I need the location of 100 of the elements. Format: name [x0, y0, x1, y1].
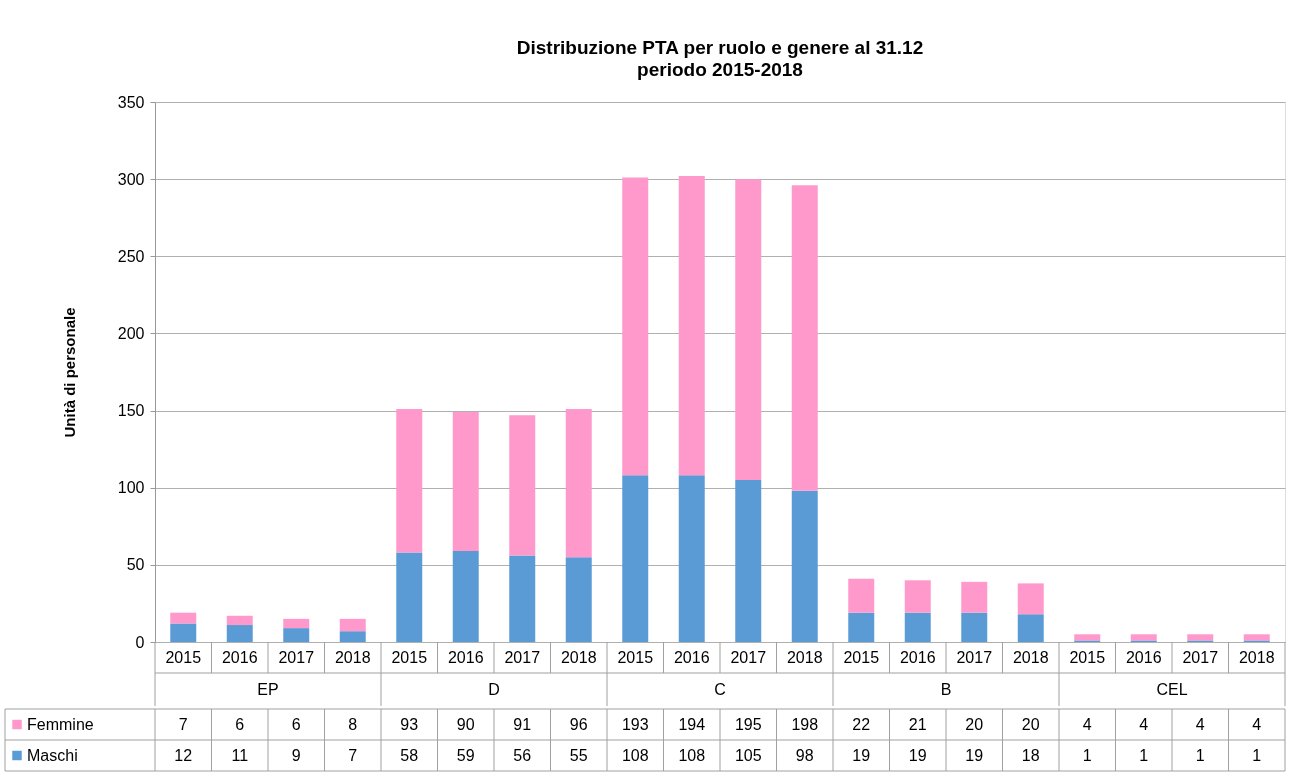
bar: [735, 480, 762, 642]
text: C: [714, 681, 726, 698]
y-tick-label: 250: [117, 247, 145, 265]
y-tick-label: 0: [135, 633, 145, 651]
bar: [283, 628, 310, 642]
y-tick-label: 200: [117, 324, 145, 342]
x-tick-label: 2017: [278, 649, 315, 666]
data-label: 7: [348, 746, 358, 764]
data-label: 1: [1252, 746, 1262, 764]
y-tick-label: 300: [117, 170, 145, 188]
bar: [339, 631, 366, 642]
x-tick-label: 2018: [560, 649, 597, 666]
bar: [226, 615, 253, 626]
x-tick-label: 2015: [391, 649, 428, 666]
data-label: 20: [1021, 715, 1040, 733]
text: EP: [257, 681, 279, 698]
bar: [1187, 634, 1214, 641]
data-label: 93: [400, 715, 419, 733]
x-tick-label: 2017: [1182, 649, 1219, 666]
data-label: 194: [678, 715, 706, 733]
data-label: 108: [678, 746, 706, 764]
y-axis-title: Unità di personale: [60, 307, 78, 438]
data-label: 20: [965, 715, 984, 733]
data-label: 4: [1082, 715, 1092, 733]
bar: [170, 623, 197, 642]
bar: [565, 409, 592, 558]
x-tick-label: 2016: [1125, 649, 1162, 666]
data-label: 4: [1252, 715, 1262, 733]
x-tick-label: 2018: [1238, 649, 1275, 666]
bar: [904, 612, 931, 642]
x-tick-label: 2017: [956, 649, 993, 666]
chart-title: Distribuzione PTA per ruolo e genere al 31.12: [516, 37, 924, 58]
bar: [339, 618, 366, 632]
data-label: 19: [852, 746, 871, 764]
data-label: 6: [291, 715, 301, 733]
bar: [509, 555, 536, 642]
x-tick-label: 2016: [447, 649, 484, 666]
bar: [1130, 634, 1157, 641]
bar: [622, 475, 649, 642]
bar: [396, 552, 423, 642]
data-label: 108: [621, 746, 649, 764]
y-tick-label: 100: [117, 479, 145, 497]
data-label: 6: [235, 715, 245, 733]
bar: [170, 612, 197, 624]
data-label: 4: [1195, 715, 1205, 733]
bar: [904, 580, 931, 613]
x-tick-label: 2016: [673, 649, 710, 666]
x-tick-label: 2015: [165, 649, 202, 666]
y-tick-label: 50: [126, 556, 145, 574]
bar: [1243, 634, 1270, 641]
x-tick-label: 2016: [899, 649, 936, 666]
data-label: 4: [1139, 715, 1149, 733]
data-label: 11: [231, 746, 249, 764]
bar: [735, 179, 762, 480]
data-label: 193: [621, 715, 649, 733]
data-label: 9: [291, 746, 301, 764]
bar: [848, 612, 875, 642]
data-label: 8: [348, 715, 358, 733]
data-label: 22: [852, 715, 871, 733]
data-label: 198: [791, 715, 819, 733]
data-label: 59: [456, 746, 475, 764]
bar: [791, 185, 818, 491]
data-label: 1: [1195, 746, 1205, 764]
x-tick-label: 2016: [221, 649, 258, 666]
data-label: 105: [734, 746, 762, 764]
bar: [509, 415, 536, 556]
data-label: 12: [174, 746, 193, 764]
data-label: 58: [400, 746, 419, 764]
text: D: [488, 681, 500, 698]
bar: [565, 557, 592, 642]
bar: [622, 177, 649, 476]
data-label: 18: [1021, 746, 1040, 764]
x-tick-label: 2015: [843, 649, 880, 666]
x-tick-label: 2018: [334, 649, 371, 666]
x-tick-label: 2017: [730, 649, 767, 666]
bar: [1017, 614, 1044, 642]
bar: [226, 625, 253, 642]
x-tick-label: 2018: [786, 649, 823, 666]
data-label: 56: [513, 746, 532, 764]
text: CEL: [1156, 681, 1188, 698]
data-label: 21: [908, 715, 927, 733]
x-tick-label: 2015: [1069, 649, 1106, 666]
bar: [678, 475, 705, 642]
bar: [848, 578, 875, 613]
legend-label: Femmine: [27, 715, 94, 733]
legend-label: Maschi: [27, 746, 78, 764]
bar: [961, 581, 988, 613]
data-label: 19: [965, 746, 984, 764]
data-label: 1: [1082, 746, 1092, 764]
bar: [283, 618, 310, 629]
data-label: 91: [513, 715, 532, 733]
bar: [961, 612, 988, 642]
data-label: 98: [795, 746, 814, 764]
bar: [678, 176, 705, 476]
y-tick-label: 150: [117, 402, 145, 420]
data-label: 7: [178, 715, 188, 733]
y-tick-label: 350: [117, 93, 145, 111]
data-label: 96: [569, 715, 588, 733]
x-tick-label: 2017: [504, 649, 541, 666]
data-label: 55: [569, 746, 588, 764]
